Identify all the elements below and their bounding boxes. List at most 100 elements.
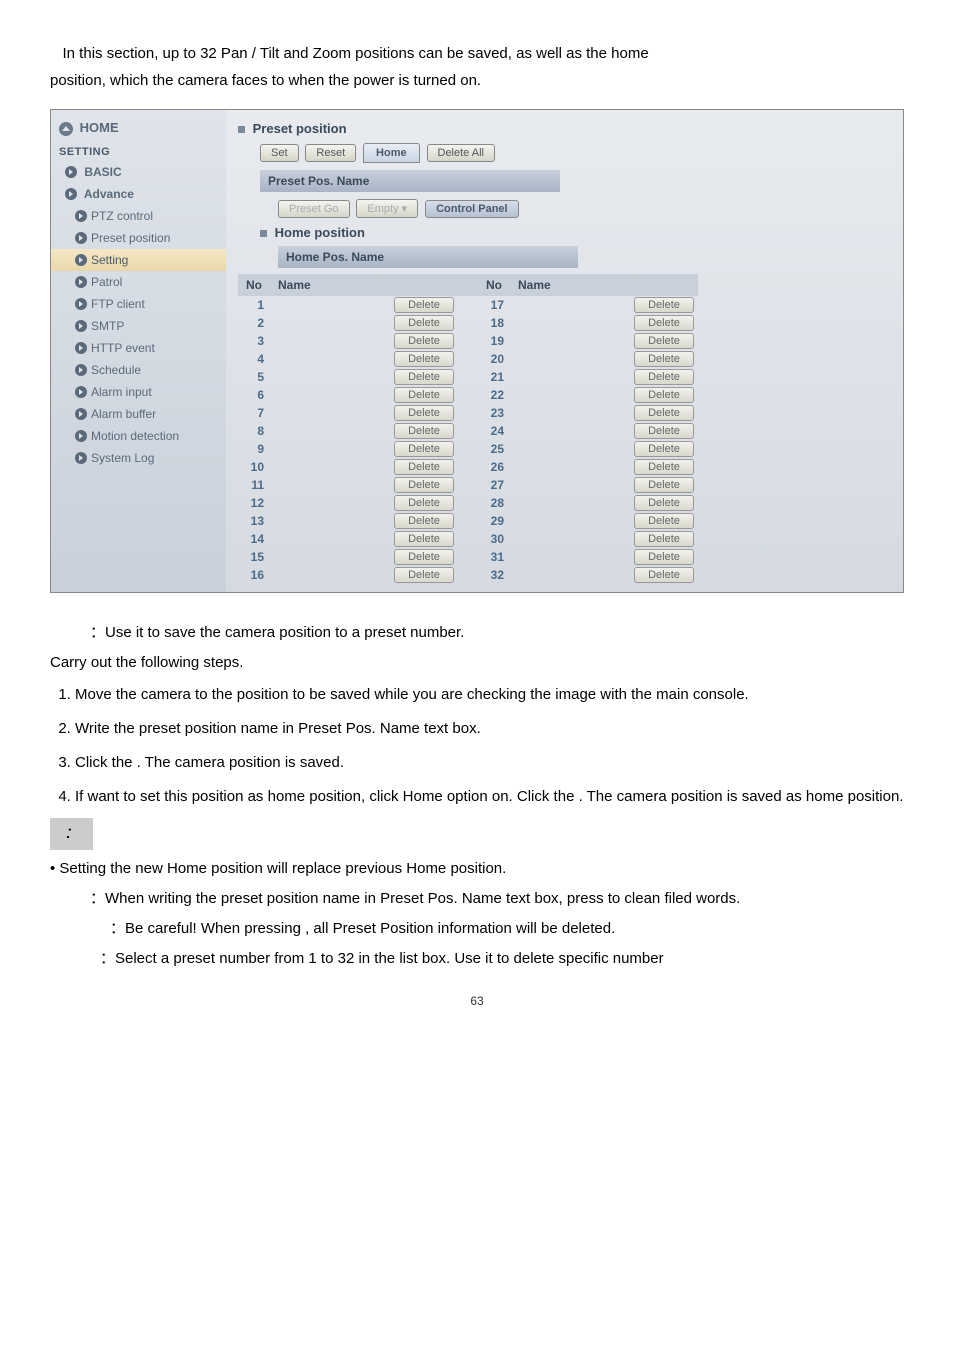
square-icon xyxy=(260,230,267,237)
row-name xyxy=(270,422,390,440)
delete-button[interactable]: Delete xyxy=(634,567,694,583)
delete-button[interactable]: Delete xyxy=(634,459,694,475)
col-no-right: No xyxy=(478,274,510,296)
delete-button[interactable]: Delete xyxy=(394,315,454,331)
nav-item-label: FTP client xyxy=(91,297,145,311)
delete-button[interactable]: Delete xyxy=(634,315,694,331)
preset-position-title: Preset position xyxy=(238,118,891,139)
delete-button[interactable]: Delete xyxy=(394,387,454,403)
row-number: 6 xyxy=(238,386,270,404)
nav-item-preset-position[interactable]: Preset position xyxy=(51,227,226,249)
delete-button[interactable]: Delete xyxy=(634,441,694,457)
row-name xyxy=(270,386,390,404)
row-number: 29 xyxy=(478,512,510,530)
delete-button[interactable]: Delete xyxy=(634,531,694,547)
nav-basic[interactable]: BASIC xyxy=(51,161,226,183)
nav-advance[interactable]: Advance xyxy=(51,183,226,205)
nav-item-system-log[interactable]: System Log xyxy=(51,447,226,469)
row-number: 2 xyxy=(238,314,270,332)
row-number: 19 xyxy=(478,332,510,350)
reset-button[interactable]: Reset xyxy=(305,144,356,162)
delete-button[interactable]: Delete xyxy=(394,441,454,457)
deleteall-desc: ：Be careful! When pressing , all Preset … xyxy=(50,914,904,944)
intro-line2: position, which the camera faces to when… xyxy=(50,72,481,89)
nav-item-label: System Log xyxy=(91,451,154,465)
control-panel-button[interactable]: Control Panel xyxy=(425,200,519,218)
delete-button[interactable]: Delete xyxy=(634,297,694,313)
delete-button[interactable]: Delete xyxy=(634,549,694,565)
delete-button[interactable]: Delete xyxy=(634,495,694,511)
delete-button[interactable]: Delete xyxy=(634,369,694,385)
nav-item-label: PTZ control xyxy=(91,209,153,223)
delete-button[interactable]: Delete xyxy=(394,531,454,547)
bullet-icon xyxy=(75,342,87,354)
row-number: 8 xyxy=(238,422,270,440)
row-name xyxy=(270,494,390,512)
row-name xyxy=(270,350,390,368)
row-number: 11 xyxy=(238,476,270,494)
bullet-icon xyxy=(75,452,87,464)
delete-button[interactable]: Delete xyxy=(634,423,694,439)
delete-button[interactable]: Delete xyxy=(634,405,694,421)
nav-item-smtp[interactable]: SMTP xyxy=(51,315,226,337)
nav-item-schedule[interactable]: Schedule xyxy=(51,359,226,381)
nav-item-alarm-input[interactable]: Alarm input xyxy=(51,381,226,403)
table-row: 10Delete26Delete xyxy=(238,458,698,476)
delete-button[interactable]: Delete xyxy=(394,549,454,565)
col-no-left: No xyxy=(238,274,270,296)
top-button-row: Set Reset Home Delete All xyxy=(238,139,891,167)
delete-button[interactable]: Delete xyxy=(394,369,454,385)
documentation-text: ：Use it to save the camera position to a… xyxy=(50,618,904,974)
bullet-icon xyxy=(65,166,77,178)
nav-item-http-event[interactable]: HTTP event xyxy=(51,337,226,359)
delete-all-button[interactable]: Delete All xyxy=(427,144,495,162)
delete-button[interactable]: Delete xyxy=(634,351,694,367)
step-1: Move the camera to the position to be sa… xyxy=(75,678,904,712)
delete-button[interactable]: Delete xyxy=(394,333,454,349)
set-button[interactable]: Set xyxy=(260,144,299,162)
delete-button[interactable]: Delete xyxy=(634,333,694,349)
nav-item-setting[interactable]: Setting xyxy=(51,249,226,271)
delete-button[interactable]: Delete xyxy=(394,477,454,493)
nav-item-label: Alarm buffer xyxy=(91,407,156,421)
nav-item-patrol[interactable]: Patrol xyxy=(51,271,226,293)
row-name xyxy=(270,440,390,458)
delete-button[interactable]: Delete xyxy=(634,387,694,403)
delete-button[interactable]: Delete xyxy=(394,297,454,313)
delete-button[interactable]: Delete xyxy=(394,459,454,475)
delete-button[interactable]: Delete xyxy=(394,351,454,367)
row-name xyxy=(510,296,630,314)
empty-select[interactable]: Empty ▾ xyxy=(356,199,418,218)
delete-button[interactable]: Delete xyxy=(634,513,694,529)
home-label: HOME xyxy=(80,120,119,135)
nav-item-ftp-client[interactable]: FTP client xyxy=(51,293,226,315)
delete-button[interactable]: Delete xyxy=(634,477,694,493)
carry-out: Carry out the following steps. xyxy=(50,648,904,678)
home-link[interactable]: HOME xyxy=(51,116,226,140)
delete-button[interactable]: Delete xyxy=(394,513,454,529)
bullet-icon xyxy=(75,232,87,244)
intro-line1: In this section, up to 32 Pan / Tilt and… xyxy=(50,45,649,62)
setting-header: SETTING xyxy=(51,140,226,161)
nav-item-motion-detection[interactable]: Motion detection xyxy=(51,425,226,447)
row-name xyxy=(270,512,390,530)
intro-paragraph: In this section, up to 32 Pan / Tilt and… xyxy=(50,40,904,94)
table-row: 7Delete23Delete xyxy=(238,404,698,422)
table-row: 4Delete20Delete xyxy=(238,350,698,368)
nav-item-ptz-control[interactable]: PTZ control xyxy=(51,205,226,227)
delete-button[interactable]: Delete xyxy=(394,423,454,439)
table-header-row: No Name No Name xyxy=(238,274,698,296)
row-number: 13 xyxy=(238,512,270,530)
nav-item-label: Schedule xyxy=(91,363,141,377)
bullet-icon xyxy=(75,364,87,376)
delete-button[interactable]: Delete xyxy=(394,567,454,583)
bullet-icon xyxy=(75,320,87,332)
row-number: 7 xyxy=(238,404,270,422)
nav-item-alarm-buffer[interactable]: Alarm buffer xyxy=(51,403,226,425)
row-number: 16 xyxy=(238,566,270,584)
home-tab[interactable]: Home xyxy=(363,143,420,163)
preset-go-button[interactable]: Preset Go xyxy=(278,200,350,218)
delete-button[interactable]: Delete xyxy=(394,495,454,511)
delete-button[interactable]: Delete xyxy=(394,405,454,421)
home-position-title: Home position xyxy=(260,222,891,243)
